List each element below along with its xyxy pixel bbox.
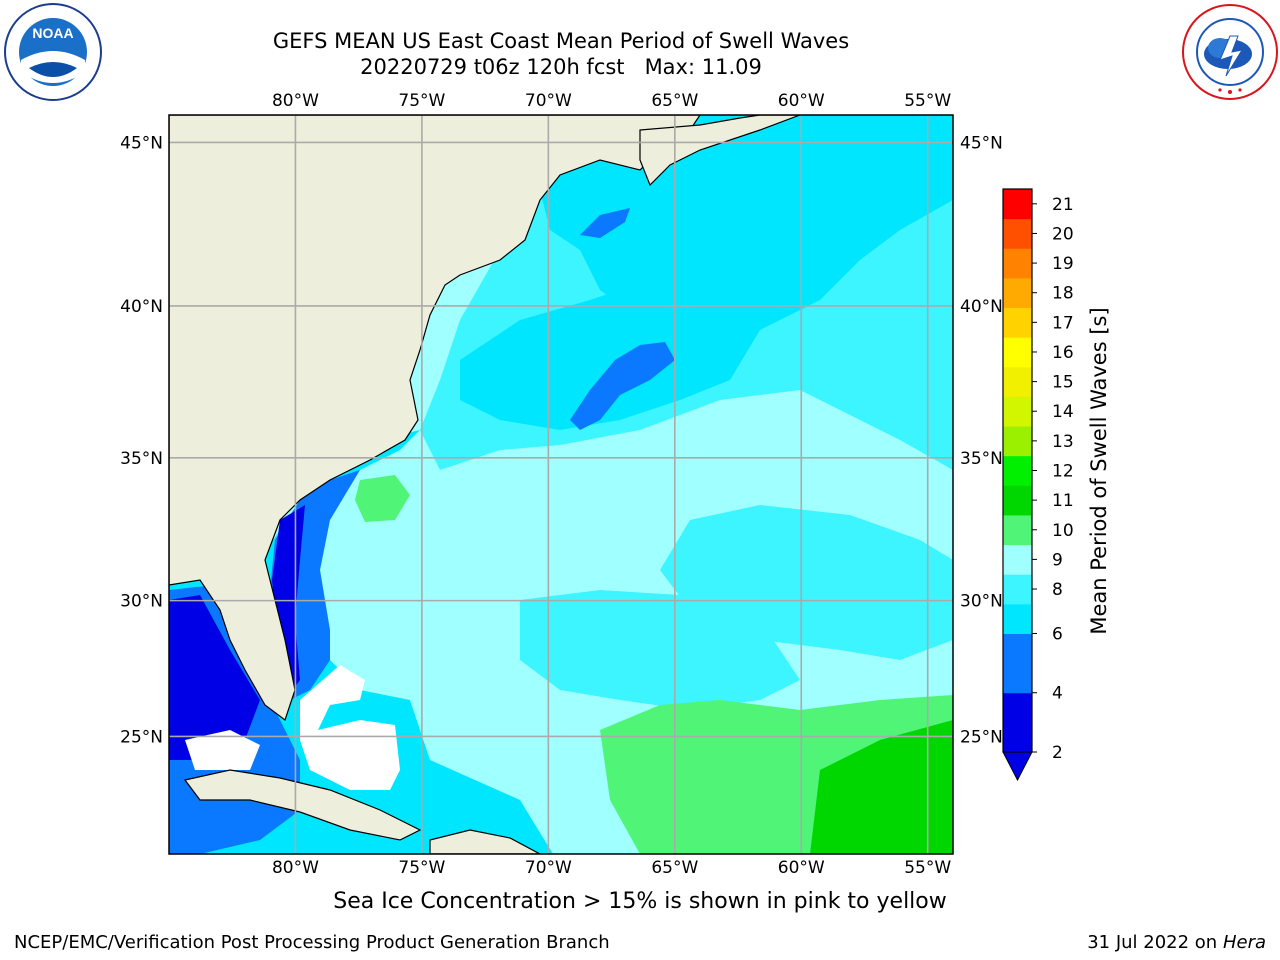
- land-cuba: [183, 769, 422, 841]
- lon-tick-label-bottom: 60°W: [778, 858, 825, 878]
- lat-tick-label-right: 30°N: [960, 592, 1003, 612]
- lat-tick-label-left: 45°N: [120, 133, 163, 153]
- lon-tick-label-top: 75°W: [398, 91, 445, 111]
- colorbar-tick-label: 11: [1052, 491, 1074, 511]
- colorbar-tick-label: 8: [1052, 580, 1063, 600]
- colorbar-segment: [1003, 485, 1032, 516]
- lon-tick-label-bottom: 70°W: [525, 858, 572, 878]
- colorbar-segment: [1003, 307, 1032, 338]
- colorbar-segment: [1003, 337, 1032, 368]
- region-6-8-southcentral: [520, 590, 800, 710]
- credit-branch: NCEP/EMC/Verification Post Processing Pr…: [14, 932, 610, 953]
- lat-tick-label-left: 35°N: [120, 449, 163, 469]
- colorbar-segment: [1003, 277, 1032, 309]
- map-field: [169, 115, 953, 854]
- colorbar-tick-label: 4: [1052, 684, 1063, 704]
- colorbar-tick-label: 6: [1052, 624, 1063, 644]
- colorbar: 2 4 6 8 9 10 11 12 13 14 15 16 17 18 19 20 21: [1002, 188, 1074, 782]
- lon-tick-label-bottom: 80°W: [272, 858, 319, 878]
- colorbar-segment: [1003, 692, 1032, 753]
- colorbar-segment: [1003, 218, 1032, 249]
- gridlines: [169, 115, 953, 854]
- lon-tick-label-top: 55°W: [904, 91, 951, 111]
- sea-ice-note: Sea Ice Concentration > 15% is shown in …: [333, 889, 947, 914]
- land-hispaniola: [429, 829, 541, 854]
- lon-tick-label-top: 70°W: [525, 91, 572, 111]
- lat-tick-label-right: 25°N: [960, 727, 1003, 747]
- colorbar-tick-label: 17: [1052, 313, 1074, 333]
- colorbar-tick-label: 9: [1052, 550, 1063, 570]
- colorbar-tick-label: 20: [1052, 224, 1074, 244]
- region-10-11-southeast: [810, 720, 953, 854]
- lon-tick-label-top: 65°W: [651, 91, 698, 111]
- lon-tick-label-bottom: 55°W: [904, 858, 951, 878]
- colorbar-tick-label: 18: [1052, 284, 1074, 304]
- colorbar-extend-min: [1002, 751, 1033, 782]
- lat-tick-label-right: 45°N: [960, 133, 1003, 153]
- colorbar-tick-label: 19: [1052, 254, 1074, 274]
- colorbar-segment: [1003, 544, 1032, 575]
- lat-tick-label-left: 25°N: [120, 727, 163, 747]
- colorbar-segment: [1003, 396, 1032, 427]
- lon-tick-label-top: 60°W: [778, 91, 825, 111]
- colorbar-tick-label: 21: [1052, 195, 1074, 215]
- colorbar-tick-label: 15: [1052, 373, 1074, 393]
- colorbar-segment: [1003, 514, 1032, 546]
- land-north-america: [169, 115, 701, 721]
- colorbar-tick-label: 10: [1052, 521, 1074, 541]
- colorbar-segment: [1003, 189, 1032, 220]
- no-data-bahamas: [300, 665, 400, 790]
- colorbar-segment: [1003, 248, 1032, 279]
- no-data-gulf: [185, 730, 260, 770]
- svg-text:NOAA: NOAA: [32, 25, 73, 41]
- colorbar-segment: [1003, 366, 1032, 397]
- lat-tick-label-right: 35°N: [960, 449, 1003, 469]
- colorbar-segment: [1003, 633, 1032, 694]
- colorbar-tick-label: 2: [1052, 743, 1063, 763]
- lat-tick-label-right: 40°N: [960, 297, 1003, 317]
- lat-tick-label-left: 30°N: [120, 592, 163, 612]
- colorbar-segment: [1003, 574, 1032, 605]
- colorbar-tick-label: 13: [1052, 432, 1074, 452]
- credit-date-text: 31 Jul 2022 on: [1087, 932, 1223, 953]
- region-below-2-gulf: [169, 595, 260, 760]
- credit-date: 31 Jul 2022 on Hera: [1087, 932, 1266, 953]
- tick-labels: 80°W 80°W 75°W 75°W 70°W 70°W 65°W 65°W 60°W 60°W…: [120, 91, 1003, 878]
- region-2-4-gulfstream: [570, 342, 675, 430]
- lon-tick-label-bottom: 75°W: [398, 858, 445, 878]
- chart-title: GEFS MEAN US East Coast Mean Period of S…: [272, 29, 850, 53]
- lon-tick-label-bottom: 65°W: [651, 858, 698, 878]
- region-2-4-north: [580, 208, 630, 238]
- chart-subtitle: 20220729 t06z 120h fcst Max: 11.09: [360, 55, 762, 79]
- nws-logo: [1182, 4, 1278, 100]
- land-nova-scotia: [639, 115, 801, 187]
- map-frame: [168, 114, 954, 855]
- colorbar-label: Mean Period of Swell Waves [s]: [1087, 307, 1111, 634]
- region-9-10-offshore: [355, 475, 410, 522]
- lon-tick-label-top: 80°W: [272, 91, 319, 111]
- colorbar-tick-label: 16: [1052, 343, 1074, 363]
- region-4-6-mid: [460, 280, 760, 430]
- colorbar-tick-label: 12: [1052, 462, 1074, 482]
- colorbar-segment: [1003, 426, 1032, 457]
- lat-tick-label-left: 40°N: [120, 297, 163, 317]
- colorbar-segment: [1003, 603, 1032, 634]
- colorbar-tick-label: 14: [1052, 402, 1074, 422]
- noaa-logo: NOAA: [4, 3, 102, 101]
- colorbar-segment: [1003, 455, 1032, 486]
- credit-machine: Hera: [1222, 932, 1266, 953]
